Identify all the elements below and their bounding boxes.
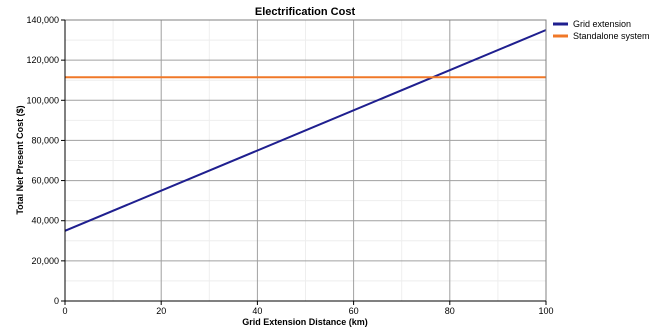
y-tick-label: 40,000: [31, 216, 59, 226]
legend-label-grid-extension: Grid extension: [573, 19, 631, 29]
y-tick-label: 100,000: [26, 95, 59, 105]
y-tick-label: 80,000: [31, 135, 59, 145]
y-tick-label: 140,000: [26, 15, 59, 25]
x-tick-label: 20: [156, 306, 166, 316]
legend: Grid extension Standalone system: [553, 19, 650, 41]
x-tick-label: 40: [252, 306, 262, 316]
y-tick-label: 20,000: [31, 256, 59, 266]
chart-title: Electrification Cost: [255, 6, 356, 18]
y-tick-label: 60,000: [31, 176, 59, 186]
y-tick-label: 0: [54, 296, 59, 306]
x-axis-label: Grid Extension Distance (km): [242, 317, 368, 327]
x-tick-label: 100: [538, 306, 553, 316]
y-axis-label: Total Net Present Cost ($): [15, 105, 25, 214]
series-lines: [64, 29, 547, 232]
x-tick-label: 0: [62, 306, 67, 316]
x-axis-ticks: 0 20 40 60 80 100: [62, 301, 554, 316]
grid-lines: [65, 20, 546, 301]
x-tick-label: 60: [349, 306, 359, 316]
series-line-grid-extension: [64, 29, 547, 232]
y-tick-label: 120,000: [26, 55, 59, 65]
y-axis-ticks: 0 20,000 40,000 60,000 80,000 100,000 120,000 1…: [26, 15, 65, 306]
x-tick-label: 80: [445, 306, 455, 316]
axes: [64, 19, 547, 302]
legend-label-standalone-system: Standalone system: [573, 31, 650, 41]
